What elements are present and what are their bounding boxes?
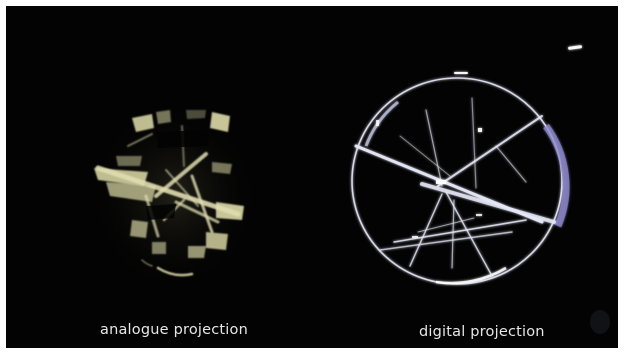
digital-projection-caption: digital projection xyxy=(419,324,545,340)
analogue-projection-image xyxy=(89,101,259,291)
analogue-projection-caption: analogue projection xyxy=(100,322,248,338)
projection-scene xyxy=(89,45,610,334)
digital-projection-image xyxy=(351,45,610,334)
projection-photo: analogue projection digital projection xyxy=(6,6,618,348)
